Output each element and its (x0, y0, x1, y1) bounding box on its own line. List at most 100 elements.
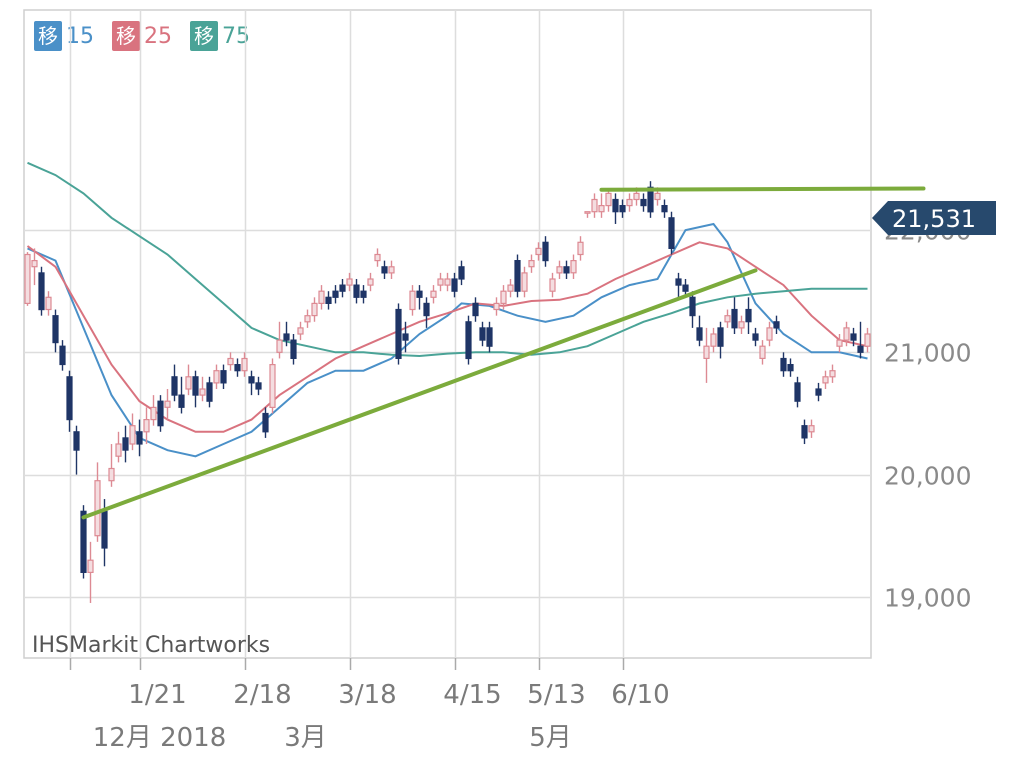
candle-up (199, 376, 206, 402)
candle-up (724, 309, 731, 328)
candle-up (605, 189, 612, 212)
candle-up (150, 395, 157, 426)
candle-body (276, 339, 283, 353)
candle-body (423, 302, 430, 317)
candle-down (136, 419, 143, 457)
candle-body (136, 431, 143, 445)
candle-body (507, 284, 514, 292)
candle-down (857, 321, 864, 359)
candle-body (661, 205, 668, 213)
candle-body (465, 321, 472, 360)
plot-frame (23, 9, 872, 659)
candle-up (556, 260, 563, 279)
candle-body (353, 284, 360, 298)
candle-body (640, 198, 647, 207)
candle-body (234, 364, 241, 372)
current-price-flag (872, 201, 996, 235)
candle-up (535, 242, 542, 261)
candle-body (710, 333, 717, 347)
candle-body (143, 419, 150, 433)
candle-body (864, 333, 871, 347)
candle-body (150, 406, 157, 421)
candle-up (388, 260, 395, 279)
candle-down (465, 315, 472, 365)
candle-up (500, 285, 507, 310)
candle-up (269, 358, 276, 414)
candle-down (619, 199, 626, 218)
candle-body (346, 278, 353, 286)
candle-body (479, 327, 486, 341)
candle-down (178, 376, 185, 414)
candle-body (430, 290, 437, 298)
candle-body (836, 339, 843, 347)
candle-body (514, 260, 521, 292)
candle-down (339, 278, 346, 298)
candle-body (206, 382, 213, 402)
candle-down (696, 315, 703, 347)
candle-body (185, 376, 192, 390)
candle-up (374, 248, 381, 267)
candle-body (857, 345, 864, 353)
x-tick-label: 2/18 (233, 680, 291, 710)
candle-body (241, 357, 248, 372)
candle-down (206, 376, 213, 408)
candle-up (738, 315, 745, 334)
candle-body (549, 278, 556, 292)
candle-down (647, 181, 654, 218)
candle-up (227, 352, 234, 371)
candle-up (766, 321, 773, 347)
candle-body (584, 211, 591, 214)
candle-body (563, 266, 570, 274)
candle-body (780, 357, 787, 372)
candle-body (724, 315, 731, 323)
candle-body (108, 467, 115, 482)
candle-body (626, 198, 633, 207)
candle-down (73, 425, 80, 475)
candle-up (367, 272, 374, 292)
candle-up (276, 321, 283, 359)
candle-up (185, 364, 192, 396)
candle-up (213, 364, 220, 390)
candle-up (591, 193, 598, 218)
candle-down (458, 260, 465, 286)
candle-up (437, 272, 444, 292)
candle-body (647, 186, 654, 213)
candle-body (689, 296, 696, 317)
y-tick-label: 21,000 (884, 339, 971, 368)
candle-body (409, 290, 416, 311)
candle-body (129, 425, 136, 445)
legend-label-ma25: 25 (144, 23, 172, 49)
candle-down (157, 395, 164, 432)
candle-down (59, 340, 66, 371)
candle-body (290, 339, 297, 360)
candle-down (689, 291, 696, 328)
candle-body (220, 370, 227, 384)
candle-down (542, 236, 549, 267)
candle-body (199, 388, 206, 396)
candle-body (339, 284, 346, 292)
candle-body (87, 559, 94, 574)
candle-down (290, 334, 297, 365)
candle-body (213, 370, 220, 384)
candle-body (773, 321, 780, 329)
candle-body (556, 266, 563, 274)
candle-down (815, 382, 822, 402)
candle-up (549, 272, 556, 298)
candle-body (794, 382, 801, 402)
candle-body (269, 364, 276, 409)
x-tick-label: 5/13 (527, 680, 585, 710)
candle-body (535, 247, 542, 256)
candle-body (374, 253, 381, 262)
candle-down (514, 254, 521, 298)
x-month-label: 5月 (529, 723, 572, 753)
candle-down (563, 260, 570, 279)
candle-body (248, 376, 255, 384)
legend-badge-ma25: 移 (112, 21, 140, 51)
candle-body (283, 333, 290, 341)
candle-body (297, 327, 304, 335)
candle-down (353, 278, 360, 304)
candle-down (262, 407, 269, 438)
candle-body (437, 278, 444, 286)
candle-up (703, 327, 710, 383)
candle-up (822, 370, 829, 390)
